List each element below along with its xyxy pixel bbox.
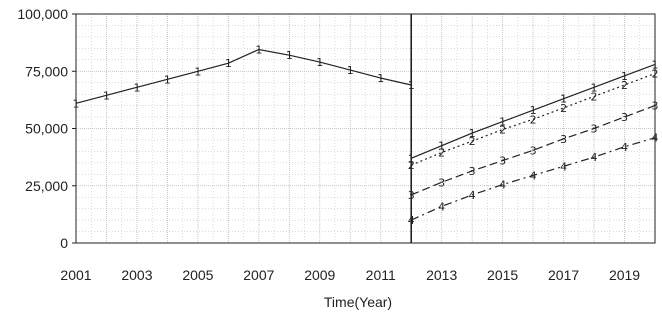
series-marker-4: 4 — [499, 179, 506, 192]
y-tick-labels: 0 25,000 50,000 75,000 100,000 — [17, 6, 76, 251]
series-marker-3: 3 — [469, 165, 476, 178]
y-tick-label: 100,000 — [17, 6, 68, 22]
plot-series — [75, 48, 656, 221]
series-marker-1: 1 — [255, 43, 262, 56]
series-marker-2: 2 — [438, 147, 445, 160]
series-marker-1: 1 — [621, 70, 628, 83]
x-tick-labels: 2001 2003 2005 2007 2009 2011 2013 2015 2017 2019 — [60, 267, 640, 283]
series-line-4-4 — [410, 137, 656, 221]
series-marker-3: 3 — [499, 155, 506, 168]
x-tick-label: 2007 — [243, 267, 274, 283]
series-marker-4: 4 — [560, 160, 567, 173]
x-tick-label: 2011 — [366, 267, 396, 283]
series-line-1-0 — [75, 48, 412, 104]
series-marker-2: 2 — [469, 135, 476, 148]
series-line-3-3 — [410, 105, 656, 196]
series-line-2-2 — [410, 72, 656, 166]
series-marker-3: 3 — [621, 111, 628, 124]
series-marker-4: 4 — [591, 151, 598, 164]
series-line-1-1 — [410, 63, 656, 159]
series-marker-4: 4 — [621, 141, 628, 154]
series-marker-1: 1 — [225, 57, 232, 70]
x-axis-title: Time(Year) — [324, 294, 392, 310]
series-marker-2: 2 — [560, 102, 567, 115]
series-marker-4: 4 — [438, 200, 445, 213]
series-marker-3: 3 — [530, 144, 537, 157]
y-tick-label: 25,000 — [25, 178, 68, 194]
series-marker-1: 1 — [530, 104, 537, 117]
series-marker-4: 4 — [530, 169, 537, 182]
x-tick-label: 2019 — [609, 267, 640, 283]
series-marker-2: 2 — [499, 124, 506, 137]
x-tick-label: 2001 — [60, 267, 91, 283]
series-marker-1: 1 — [499, 116, 506, 129]
series-marker-1: 1 — [347, 64, 354, 77]
series-marker-1: 1 — [194, 65, 201, 78]
series-marker-1: 1 — [591, 81, 598, 94]
series-marker-3: 3 — [560, 133, 567, 146]
x-tick-label: 2017 — [548, 267, 579, 283]
series-marker-2: 2 — [591, 90, 598, 103]
series-marker-1: 1 — [560, 93, 567, 106]
series-marker-1: 1 — [438, 140, 445, 153]
series-marker-1: 1 — [286, 49, 293, 62]
series-marker-1: 1 — [133, 81, 140, 94]
x-tick-label: 2015 — [487, 267, 518, 283]
series-marker-3: 3 — [438, 176, 445, 189]
x-tick-label: 2013 — [426, 267, 457, 283]
series-marker-1: 1 — [164, 73, 171, 86]
x-tick-label: 2009 — [304, 267, 335, 283]
y-tick-label: 50,000 — [25, 121, 68, 137]
series-marker-1: 1 — [103, 89, 110, 102]
series-marker-1: 1 — [377, 72, 384, 85]
y-tick-label: 0 — [60, 235, 68, 251]
gridlines — [75, 13, 656, 244]
series-markers: 1111111111111111111112222222223333333334… — [73, 43, 659, 227]
series-marker-1: 1 — [316, 56, 323, 69]
x-tick-label: 2003 — [121, 267, 152, 283]
series-marker-3: 3 — [591, 123, 598, 136]
series-marker-4: 4 — [469, 189, 476, 202]
series-marker-2: 2 — [530, 113, 537, 126]
x-tick-label: 2005 — [182, 267, 213, 283]
series-marker-2: 2 — [621, 79, 628, 92]
y-tick-label: 75,000 — [25, 63, 68, 79]
series-marker-1: 1 — [469, 127, 476, 140]
